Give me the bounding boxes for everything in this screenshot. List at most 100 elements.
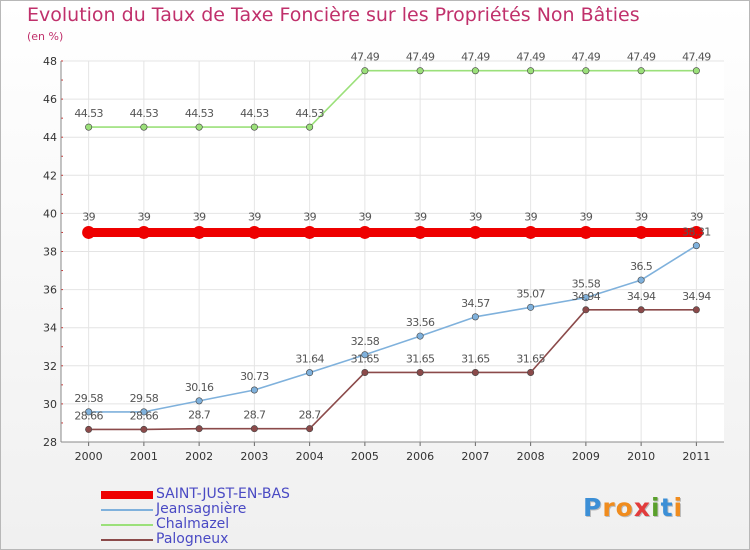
data-point	[140, 425, 148, 433]
chart-legend: SAINT-JUST-EN-BAS Jeansagnière Chalmazel Pa…	[101, 487, 290, 547]
x-tick-label: 2009	[572, 450, 600, 463]
data-label: 31.65	[406, 352, 435, 365]
legend-label: Chalmazel	[156, 516, 230, 532]
data-label: 39	[690, 210, 703, 223]
y-tick-label: 32	[43, 360, 57, 373]
data-label: 30.73	[240, 370, 269, 383]
logo-letter: i	[651, 493, 661, 522]
data-point	[195, 123, 203, 131]
legend-item: SAINT-JUST-EN-BAS	[101, 487, 290, 502]
data-point	[413, 225, 427, 239]
data-label: 34.94	[682, 290, 711, 303]
x-tick-label: 2006	[406, 450, 434, 463]
data-label: 34.94	[627, 290, 656, 303]
data-label: 35.58	[572, 278, 601, 291]
legend-label: SAINT-JUST-EN-BAS	[156, 486, 290, 502]
data-label-layer: 39 39 39 39 39 39 39 39 39 39 39 39 29.58 29.58 30.16 3…	[74, 51, 711, 423]
data-point	[247, 225, 261, 239]
data-point	[692, 67, 700, 75]
logo-letter: t	[660, 493, 674, 522]
data-label: 39	[469, 210, 482, 223]
x-tick-label: 2001	[130, 450, 158, 463]
x-tick-label: 2004	[296, 450, 324, 463]
data-label: 39	[248, 210, 261, 223]
data-label: 39	[303, 210, 316, 223]
data-label: 30.16	[185, 381, 214, 394]
series-line-3	[88, 69, 697, 128]
data-label: 47.49	[572, 51, 601, 64]
data-label: 39	[579, 210, 592, 223]
data-label: 47.49	[461, 51, 490, 64]
data-label: 39	[414, 210, 427, 223]
data-point	[361, 67, 369, 75]
data-point	[527, 67, 535, 75]
x-tick-label: 2011	[682, 450, 710, 463]
legend-item: Palogneux	[101, 532, 290, 547]
data-point	[637, 67, 645, 75]
legend-swatch	[101, 508, 153, 511]
data-point	[303, 225, 317, 239]
data-label: 47.49	[351, 51, 380, 64]
data-label: 31.65	[516, 352, 545, 365]
data-label: 47.49	[406, 51, 435, 64]
data-point	[692, 242, 700, 250]
y-tick-label: 28	[43, 436, 57, 449]
y-tick-label: 40	[43, 207, 57, 220]
proxiti-logo: Proxiti	[583, 493, 683, 522]
data-point	[471, 313, 479, 321]
data-label: 28.66	[130, 409, 159, 422]
legend-item: Jeansagnière	[101, 502, 290, 517]
data-point	[416, 332, 424, 340]
data-point	[582, 294, 590, 302]
logo-letter: r	[602, 493, 616, 522]
y-tick-label: 46	[43, 93, 57, 106]
series-line-4	[88, 308, 697, 431]
data-label: 34.57	[461, 297, 490, 310]
x-tick-label: 2002	[185, 450, 213, 463]
series-layer	[82, 67, 703, 433]
data-label: 44.53	[240, 107, 269, 120]
data-point	[85, 425, 93, 433]
data-label: 28.7	[243, 409, 266, 422]
data-label: 38.31	[682, 226, 711, 239]
data-label: 34.94	[572, 290, 601, 303]
data-point	[306, 123, 314, 131]
data-point	[468, 225, 482, 239]
data-label: 28.7	[188, 409, 211, 422]
data-point	[306, 369, 314, 377]
data-point	[416, 368, 424, 376]
y-tick-label: 36	[43, 284, 57, 297]
data-point	[250, 425, 258, 433]
data-point	[195, 397, 203, 405]
y-tick-label: 34	[43, 322, 57, 335]
data-point	[137, 225, 151, 239]
legend-label: Palogneux	[156, 531, 229, 547]
y-tick-label: 38	[43, 246, 57, 259]
data-label: 39	[137, 210, 150, 223]
data-point	[637, 306, 645, 314]
legend-swatch	[101, 490, 153, 499]
data-point	[361, 351, 369, 359]
chart-title: Evolution du Taux de Taxe Foncière sur l…	[27, 4, 640, 26]
data-point	[692, 306, 700, 314]
data-point	[579, 225, 593, 239]
data-label: 39	[193, 210, 206, 223]
legend-item: Chalmazel	[101, 517, 290, 532]
data-label: 39	[524, 210, 537, 223]
data-label: 28.7	[299, 409, 322, 422]
data-label: 36.5	[630, 260, 653, 273]
data-label: 29.58	[74, 392, 103, 405]
data-label: 31.65	[351, 352, 380, 365]
data-label: 47.49	[627, 51, 656, 64]
logo-letter: x	[633, 493, 651, 522]
data-point	[471, 67, 479, 75]
data-point	[250, 386, 258, 394]
data-label: 39	[635, 210, 648, 223]
data-point	[637, 276, 645, 284]
chart-unit-label: (en %)	[27, 30, 64, 43]
data-point	[195, 425, 203, 433]
x-tick-label: 2008	[517, 450, 545, 463]
data-label: 35.07	[516, 287, 545, 300]
